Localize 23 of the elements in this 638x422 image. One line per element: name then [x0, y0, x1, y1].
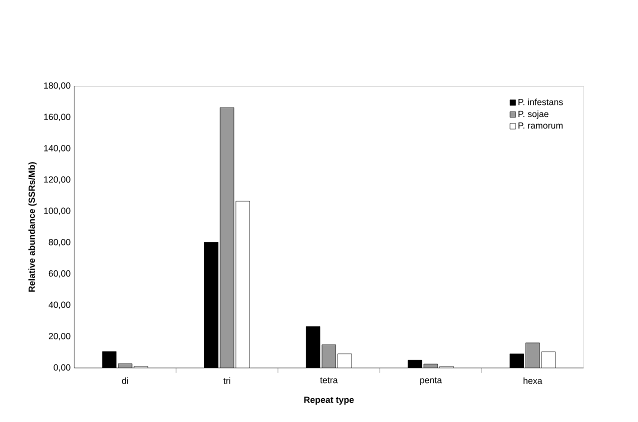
bar [220, 107, 234, 368]
y-axis-title: Relative abundance (SSRs/Mb) [28, 162, 37, 292]
legend-label: P. sojae [518, 110, 548, 119]
y-tick-label: 180,00 [44, 82, 70, 90]
x-tick-label: di [122, 377, 128, 384]
y-tick-label: 40,00 [48, 301, 70, 309]
y-tick-label: 0,00 [54, 364, 70, 372]
x-tick-label: tetra [320, 377, 338, 384]
y-tick-label: 160,00 [44, 114, 70, 121]
y-tick-label: 100,00 [44, 207, 70, 215]
legend-label: P. infestans [518, 98, 563, 106]
x-axis-title: Repeat type [304, 396, 354, 405]
y-tick-label: 140,00 [44, 144, 70, 152]
bar [526, 342, 540, 368]
legend-label: P. ramorum [518, 122, 563, 128]
x-tick-label: tri [223, 377, 230, 384]
bar [322, 344, 336, 368]
x-tick-label: penta [420, 377, 442, 385]
y-tick-label: 80,00 [48, 238, 70, 246]
y-tick-label: 60,00 [48, 270, 70, 278]
y-tick-label: 20,00 [48, 332, 70, 340]
y-tick-label: 120,00 [44, 176, 70, 184]
x-tick-label: hexa [524, 377, 542, 384]
